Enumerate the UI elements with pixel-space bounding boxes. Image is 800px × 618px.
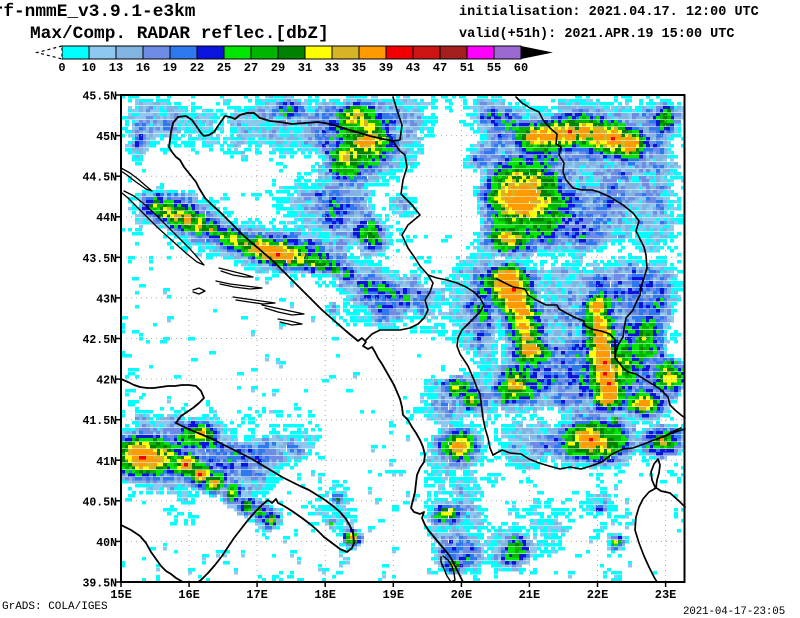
svg-text:35: 35 — [352, 61, 366, 75]
svg-text:39.5N: 39.5N — [82, 578, 117, 591]
svg-text:25: 25 — [217, 61, 231, 75]
svg-text:29: 29 — [271, 61, 285, 75]
svg-text:55: 55 — [487, 61, 501, 75]
svg-text:2021-04-17-23:05: 2021-04-17-23:05 — [683, 606, 785, 618]
svg-text:22: 22 — [190, 61, 204, 75]
svg-text:13: 13 — [109, 61, 123, 75]
svg-text:60: 60 — [514, 61, 528, 75]
svg-text:initialisation: 2021.04.17. 12: initialisation: 2021.04.17. 12:00 UTC — [459, 5, 759, 20]
svg-text:22E: 22E — [587, 588, 609, 602]
svg-text:40.5N: 40.5N — [82, 496, 117, 509]
svg-text:44.5N: 44.5N — [82, 172, 117, 185]
svg-text:43.5N: 43.5N — [82, 253, 117, 266]
svg-text:43: 43 — [406, 61, 420, 75]
svg-text:17E: 17E — [246, 588, 268, 602]
svg-text:21E: 21E — [519, 588, 541, 602]
svg-text:43N: 43N — [96, 293, 117, 306]
svg-text:41N: 41N — [96, 456, 117, 469]
svg-text:47: 47 — [433, 61, 447, 75]
svg-text:27: 27 — [244, 61, 258, 75]
svg-text:45.5N: 45.5N — [82, 91, 117, 104]
svg-text:40N: 40N — [96, 537, 117, 550]
svg-text:20E: 20E — [451, 588, 473, 602]
svg-text:15E: 15E — [110, 588, 132, 602]
svg-text:19: 19 — [163, 61, 177, 75]
svg-text:41.5N: 41.5N — [82, 415, 117, 428]
svg-text:wrf-nmmE_v3.9.1-e3km: wrf-nmmE_v3.9.1-e3km — [0, 2, 196, 22]
svg-text:19E: 19E — [382, 588, 404, 602]
svg-text:39: 39 — [379, 61, 393, 75]
svg-text:18E: 18E — [314, 588, 336, 602]
svg-text:31: 31 — [298, 61, 312, 75]
svg-text:23E: 23E — [655, 588, 677, 602]
svg-text:51: 51 — [460, 61, 474, 75]
svg-text:10: 10 — [82, 61, 96, 75]
svg-text:44N: 44N — [96, 212, 117, 225]
svg-text:valid(+51h): 2021.APR.19 15:00: valid(+51h): 2021.APR.19 15:00 UTC — [459, 27, 734, 42]
svg-text:45N: 45N — [96, 131, 117, 144]
svg-text:0: 0 — [58, 61, 65, 75]
svg-text:GrADS: COLA/IGES: GrADS: COLA/IGES — [2, 601, 108, 613]
svg-text:42N: 42N — [96, 375, 117, 388]
svg-text:33: 33 — [325, 61, 339, 75]
svg-text:16E: 16E — [178, 588, 200, 602]
svg-text:Max/Comp. RADAR reflec.[dbZ]: Max/Comp. RADAR reflec.[dbZ] — [30, 24, 329, 44]
svg-text:42.5N: 42.5N — [82, 334, 117, 347]
svg-text:16: 16 — [136, 61, 150, 75]
